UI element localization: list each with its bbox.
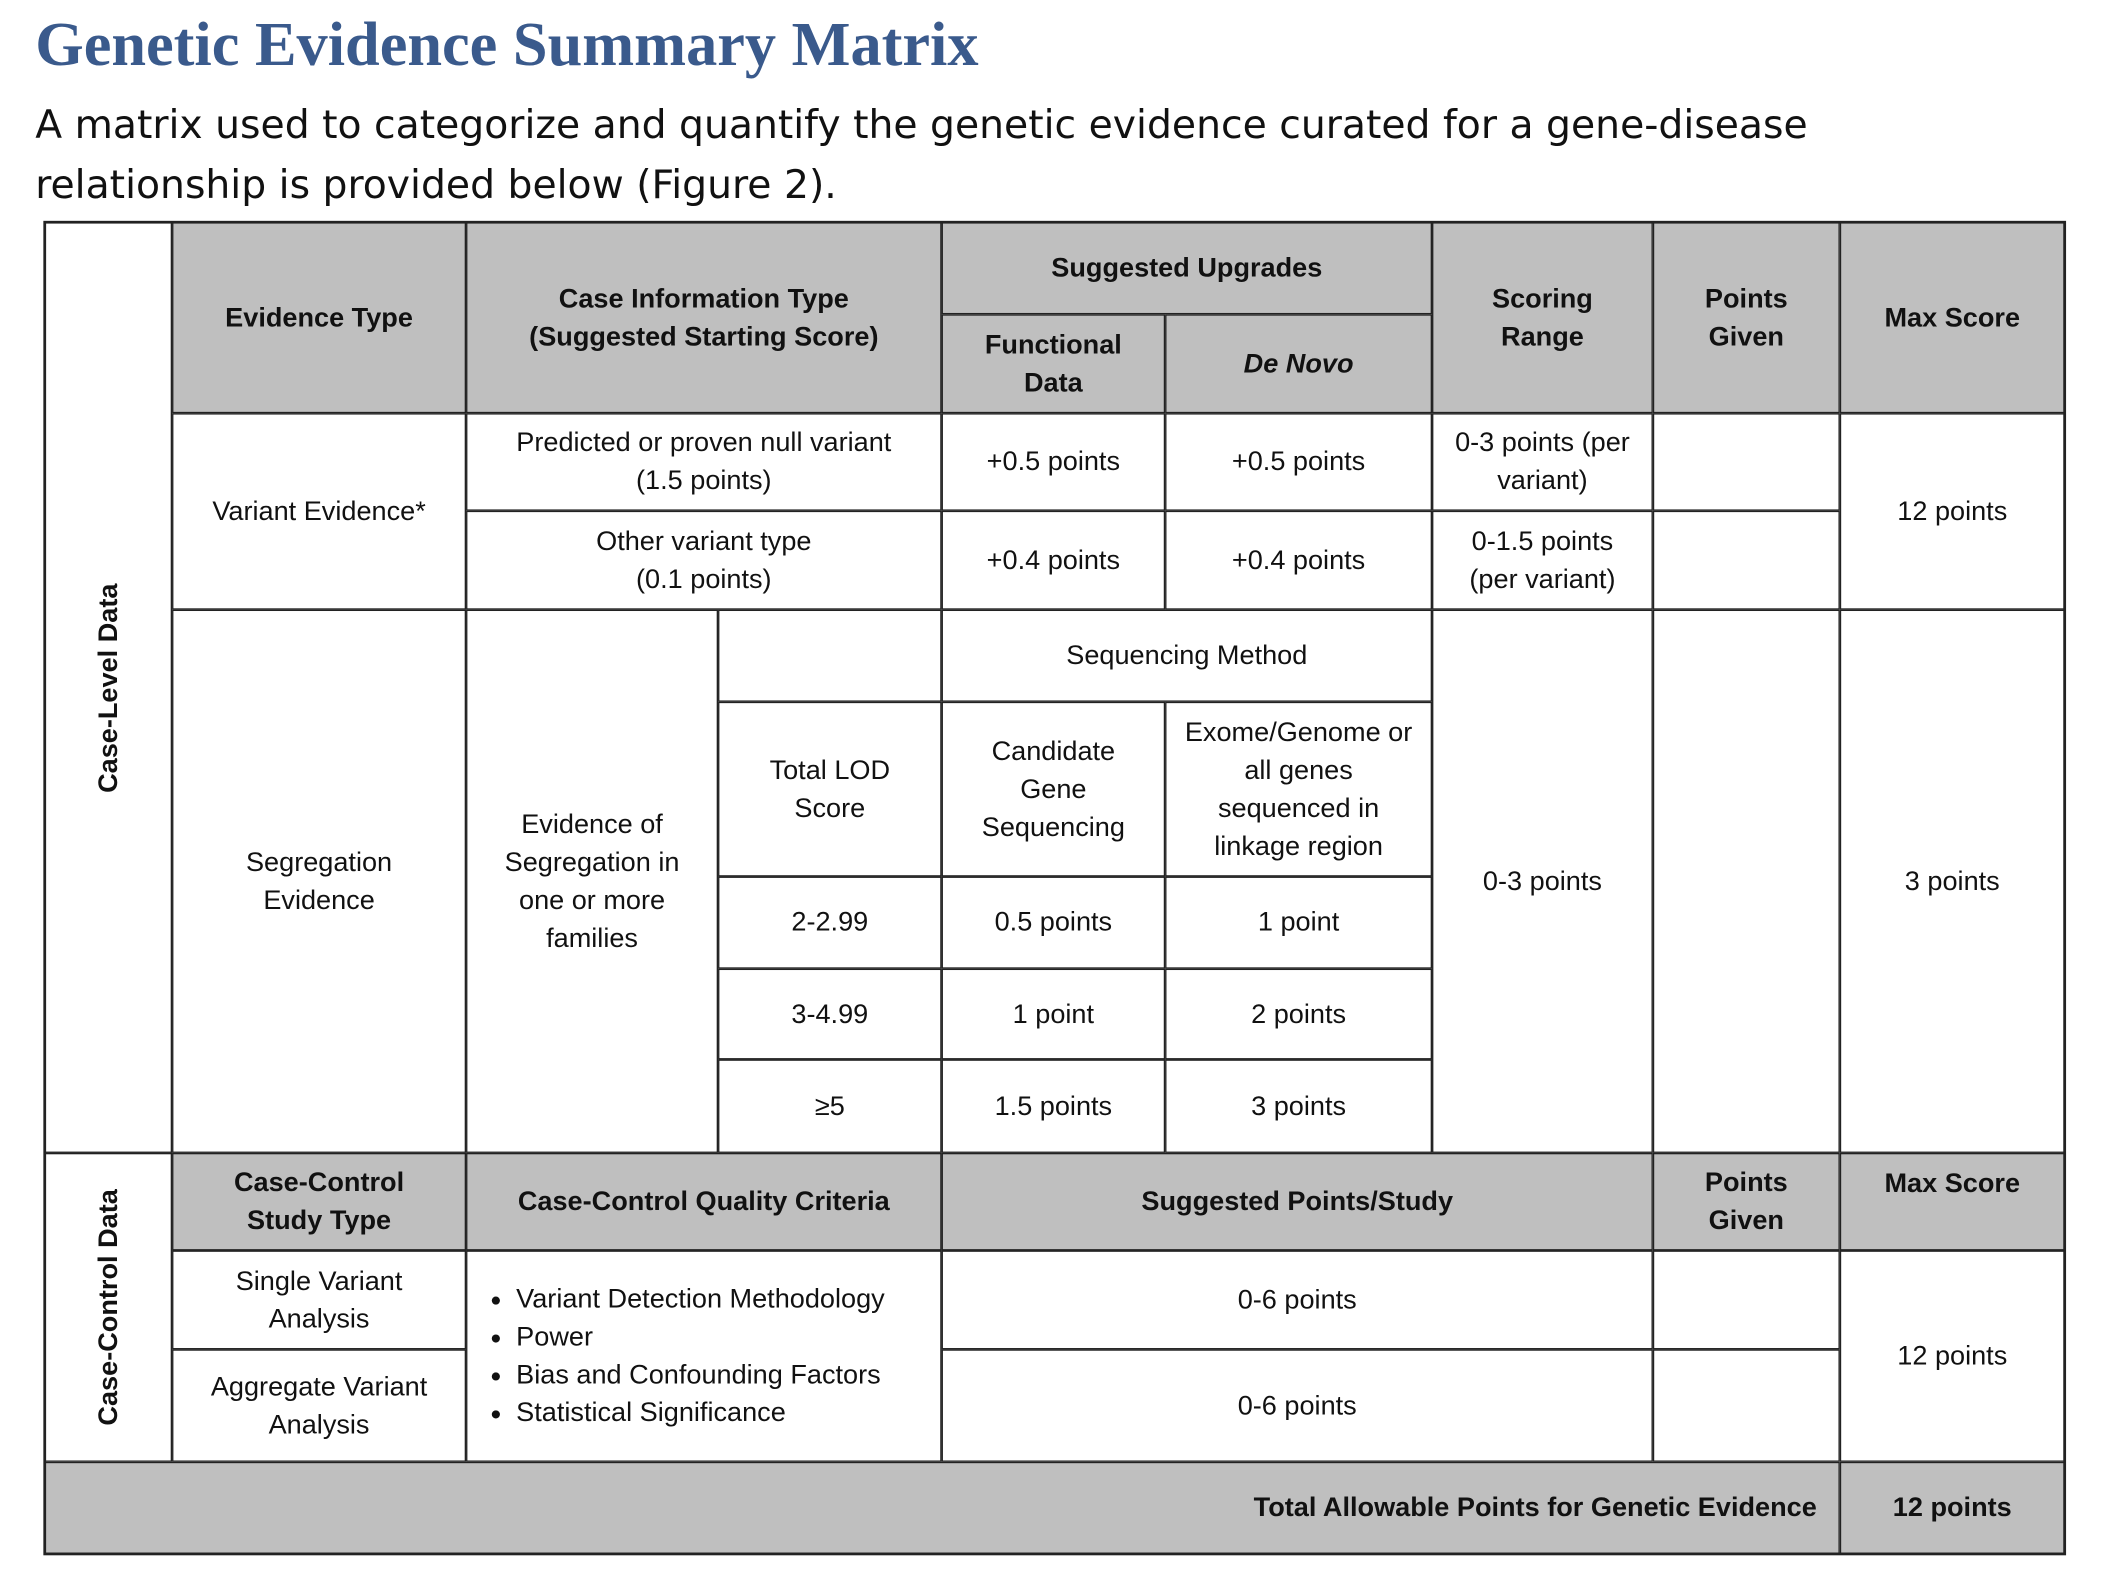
- cell: +0.4 points: [941, 510, 1166, 610]
- cell: 0-6 points: [941, 1349, 1653, 1462]
- cell: 2 points: [1165, 968, 1433, 1060]
- cell: 0-1.5 points (per variant): [1432, 510, 1653, 610]
- header-cell: Scoring Range: [1432, 222, 1653, 414]
- header-cell: Max Score: [1839, 1152, 2065, 1251]
- cell: Predicted or proven null variant (1.5 po…: [466, 413, 942, 511]
- cell: Sequencing Method: [941, 609, 1433, 702]
- intro: A matrix used to categorize and quantify…: [35, 101, 1808, 208]
- cell: 0-6 points: [941, 1250, 1653, 1350]
- cell: 0.5 points: [941, 876, 1166, 969]
- criteria-item: Bias and Confounding Factors: [516, 1356, 885, 1394]
- empty-cell: [1652, 609, 1840, 1153]
- empty-cell: [1652, 510, 1840, 610]
- empty-cell: [1652, 1349, 1840, 1462]
- header-cell: De Novo: [1165, 314, 1433, 414]
- header-cell: Points Given: [1652, 222, 1840, 414]
- total-value: 12 points: [1839, 1461, 2065, 1554]
- cell: 1 point: [1165, 876, 1433, 969]
- cell: Other variant type (0.1 points): [466, 510, 942, 610]
- empty-cell: [1652, 413, 1840, 511]
- title: Genetic Evidence Summary Matrix: [35, 9, 979, 79]
- cell: Candidate Gene Sequencing: [941, 701, 1166, 877]
- header-cell: Suggested Upgrades: [941, 222, 1433, 315]
- cell: Aggregate Variant Analysis: [172, 1349, 467, 1462]
- cell: Single Variant Analysis: [172, 1250, 467, 1350]
- header-cell: Case-Control Study Type: [172, 1152, 467, 1251]
- criteria-list: Variant Detection Methodology Power Bias…: [478, 1280, 885, 1432]
- cell: 12 points: [1839, 413, 2065, 610]
- cell: Exome/Genome or all genes sequenced in l…: [1165, 701, 1433, 877]
- cell: +0.4 points: [1165, 510, 1433, 610]
- table-border: [43, 220, 2067, 1556]
- empty-cell: [1652, 1250, 1840, 1350]
- criteria-item: Statistical Significance: [516, 1394, 885, 1432]
- cell: 0-3 points (per variant): [1432, 413, 1653, 511]
- header-cell: Functional Data: [941, 314, 1166, 414]
- header-cell: Points Given: [1652, 1152, 1840, 1251]
- cell: Evidence of Segregation in one or more f…: [466, 609, 719, 1153]
- cell: 3 points: [1165, 1059, 1433, 1153]
- cell: +0.5 points: [941, 413, 1166, 511]
- criteria-cell: Variant Detection Methodology Power Bias…: [466, 1250, 942, 1462]
- cell: ≥5: [718, 1059, 942, 1153]
- cell: Segregation Evidence: [172, 609, 467, 1153]
- header-cell: Case Information Type (Suggested Startin…: [466, 222, 942, 414]
- cell: Total LOD Score: [718, 701, 942, 877]
- cell: 1.5 points: [941, 1059, 1166, 1153]
- criteria-item: Power: [516, 1318, 885, 1356]
- criteria-item: Variant Detection Methodology: [516, 1280, 885, 1318]
- cell: 3-4.99: [718, 968, 942, 1060]
- header-cell: Suggested Points/Study: [941, 1152, 1653, 1251]
- cell: 0-3 points: [1432, 609, 1653, 1153]
- header-cell: Case-Control Quality Criteria: [466, 1152, 942, 1251]
- total-label: Total Allowable Points for Genetic Evide…: [44, 1461, 1840, 1554]
- empty-cell: [718, 609, 942, 702]
- cell: +0.5 points: [1165, 413, 1433, 511]
- cell: Variant Evidence*: [172, 413, 467, 610]
- cell: 1 point: [941, 968, 1166, 1060]
- cell: 2-2.99: [718, 876, 942, 969]
